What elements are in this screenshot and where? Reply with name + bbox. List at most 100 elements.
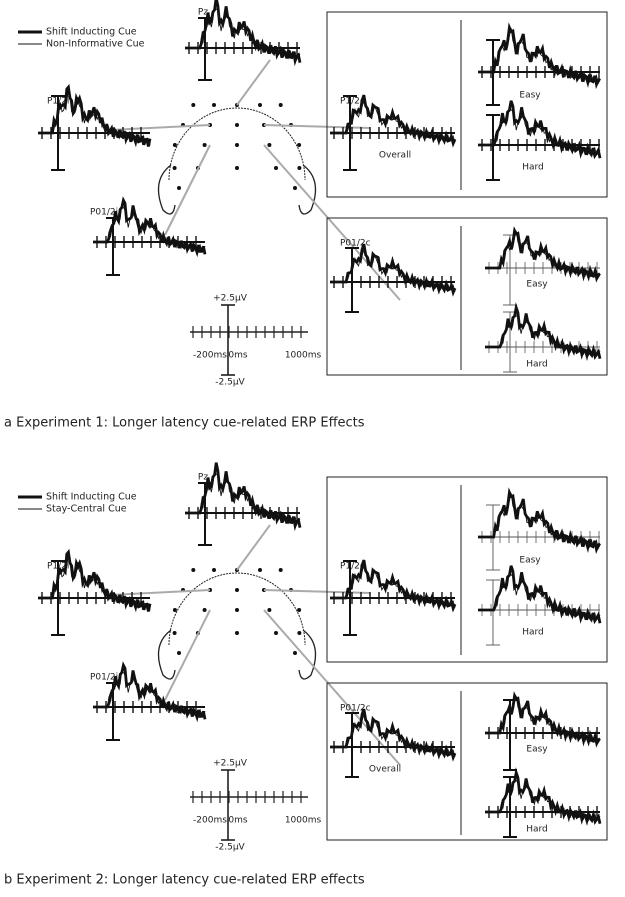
electrode <box>202 608 207 612</box>
electrode <box>267 608 272 612</box>
electrode <box>172 631 177 635</box>
waveform-shift <box>485 691 601 748</box>
waveform-shift <box>478 565 602 625</box>
caption: a Experiment 1: Longer latency cue-relat… <box>4 416 365 431</box>
waveform-shift <box>38 548 152 613</box>
box <box>326 217 608 376</box>
condition-label: Easy <box>526 280 548 290</box>
legend-label: Non-Informative Cue <box>46 39 145 50</box>
ear <box>157 629 176 680</box>
electrode <box>235 166 239 170</box>
electrode <box>278 568 283 572</box>
head <box>168 107 306 181</box>
electrode-label: P01/2c <box>340 704 371 714</box>
connector <box>109 589 211 596</box>
electrode <box>297 166 302 170</box>
caption: b Experiment 2: Longer latency cue-relat… <box>4 873 365 888</box>
electrode <box>235 143 239 147</box>
scale-label: +2.5μV <box>213 294 248 304</box>
electrode <box>191 103 196 107</box>
connector <box>263 124 371 129</box>
electrode <box>172 166 177 170</box>
electrode <box>258 568 262 572</box>
legend-label: Stay-Central Cue <box>46 504 127 515</box>
electrode <box>235 123 239 127</box>
waveform-shift <box>485 226 601 283</box>
legend-label: Shift Inducting Cue <box>46 27 137 38</box>
condition-label: Easy <box>519 91 541 101</box>
waveform-shift <box>478 100 602 160</box>
box <box>326 11 608 198</box>
electrode <box>293 186 297 190</box>
box <box>326 476 608 663</box>
scale-label: 1000ms <box>285 351 322 361</box>
electrode <box>212 568 216 572</box>
electrode <box>274 631 278 635</box>
waveform-shift <box>330 94 457 148</box>
electrode-label: P01/2i <box>90 208 118 218</box>
electrode <box>267 143 272 147</box>
waveform-shift <box>485 767 602 827</box>
waveform-shift <box>330 559 457 613</box>
condition-label: Hard <box>526 825 548 835</box>
scale-label: -200ms <box>193 351 227 361</box>
ear <box>157 164 176 215</box>
electrode <box>172 608 177 612</box>
scale-label: 0ms <box>228 351 247 361</box>
condition-label: Hard <box>526 360 548 370</box>
waveform-shift <box>93 661 207 723</box>
connector <box>236 59 271 106</box>
electrode-label: P01/2i <box>90 673 118 683</box>
electrode <box>212 103 216 107</box>
electrode <box>278 103 283 107</box>
legend-label: Shift Inducting Cue <box>46 492 137 503</box>
waveform-shift <box>185 462 302 532</box>
ear <box>298 164 317 215</box>
condition-label: Overall <box>369 765 401 775</box>
scale-label: -200ms <box>193 816 227 826</box>
connector <box>263 609 401 766</box>
electrode <box>258 103 262 107</box>
waveform-shift <box>485 302 602 362</box>
electrode <box>293 651 297 655</box>
condition-label: Overall <box>379 151 411 161</box>
waveform-shift <box>330 243 457 297</box>
electrode-label: P1/2c <box>340 562 365 572</box>
electrode <box>297 608 302 612</box>
condition-label: Hard <box>522 163 544 173</box>
connector <box>263 144 401 301</box>
electrode-label: Pz <box>198 473 208 483</box>
electrode <box>235 608 239 612</box>
electrode <box>172 143 177 147</box>
waveform-shift <box>478 22 601 90</box>
connector <box>109 124 211 131</box>
electrode <box>235 588 239 592</box>
ear <box>298 629 317 680</box>
electrode <box>202 143 207 147</box>
connector <box>263 589 371 594</box>
electrode <box>235 631 239 635</box>
waveform-shift <box>185 0 302 67</box>
scale-label: 0ms <box>228 816 247 826</box>
head <box>168 572 306 646</box>
waveform-shift <box>478 487 601 555</box>
connector <box>164 609 211 701</box>
connector <box>236 524 271 571</box>
connector <box>164 144 211 236</box>
waveform-shift <box>38 83 152 148</box>
electrode <box>297 143 302 147</box>
scale-label: -2.5μV <box>215 378 245 388</box>
condition-label: Easy <box>526 745 548 755</box>
condition-label: Easy <box>519 556 541 566</box>
electrode <box>274 166 278 170</box>
waveform-shift <box>93 196 207 258</box>
box <box>326 682 608 841</box>
scale-label: 1000ms <box>285 816 322 826</box>
waveform-shift <box>330 708 457 762</box>
electrode <box>177 651 181 655</box>
electrode <box>297 631 302 635</box>
electrode <box>191 568 196 572</box>
scale-label: -2.5μV <box>215 843 245 853</box>
electrode-label: P01/2c <box>340 239 371 249</box>
